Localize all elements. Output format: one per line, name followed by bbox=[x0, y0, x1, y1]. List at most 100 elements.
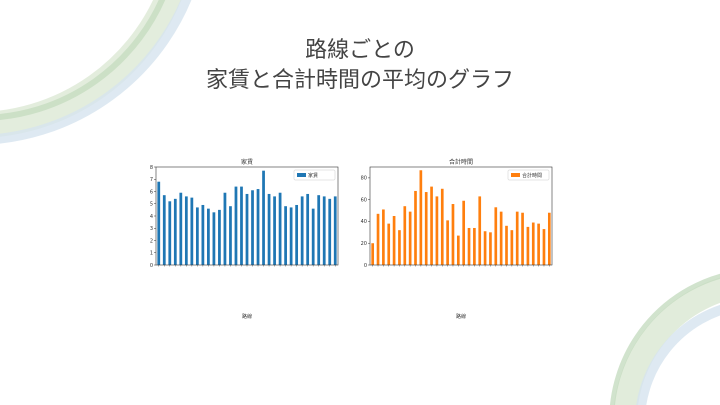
bar bbox=[333, 196, 337, 265]
legend-swatch bbox=[297, 173, 306, 177]
slide-title-line-2: 家賃と合計時間の平均のグラフ bbox=[205, 68, 514, 93]
bar bbox=[467, 227, 471, 265]
bar bbox=[234, 186, 238, 265]
bar bbox=[398, 230, 401, 265]
chart-title: 家賃 bbox=[241, 158, 253, 166]
slide-title-line-1: 路線ごとの bbox=[305, 38, 415, 63]
bar bbox=[403, 206, 407, 265]
bar bbox=[408, 211, 412, 265]
chart-title: 合計時間 bbox=[449, 158, 473, 166]
bar bbox=[387, 223, 391, 265]
y-tick-label: 2 bbox=[150, 238, 153, 244]
bar bbox=[218, 209, 221, 265]
bar bbox=[376, 213, 380, 265]
bar bbox=[521, 212, 524, 265]
bar bbox=[212, 212, 216, 265]
bar bbox=[515, 211, 519, 265]
bar bbox=[494, 207, 498, 265]
bar bbox=[278, 192, 282, 265]
legend: 合計時間 bbox=[507, 169, 550, 181]
bar bbox=[267, 193, 271, 265]
bar bbox=[489, 232, 492, 265]
bar bbox=[478, 196, 482, 265]
bar bbox=[505, 225, 508, 265]
y-tick-label: 6 bbox=[150, 189, 153, 195]
bar bbox=[262, 170, 265, 265]
bar bbox=[229, 206, 232, 265]
y-tick-label: 80 bbox=[361, 176, 367, 182]
y-tick-label: 40 bbox=[361, 219, 367, 225]
bar bbox=[382, 209, 385, 265]
bar bbox=[328, 198, 332, 265]
bar bbox=[245, 193, 249, 265]
x-axis-label: 路線 bbox=[456, 313, 466, 320]
legend-swatch bbox=[511, 173, 520, 177]
bar bbox=[300, 196, 304, 265]
legend-label: 家賃 bbox=[308, 172, 318, 179]
bar bbox=[162, 195, 166, 265]
bar bbox=[273, 196, 276, 265]
bar bbox=[440, 188, 444, 265]
bar bbox=[179, 192, 183, 265]
bar bbox=[201, 204, 205, 265]
bar bbox=[207, 208, 210, 265]
bar bbox=[157, 181, 161, 265]
y-tick-label: 0 bbox=[150, 263, 153, 269]
slide-title: 路線ごとの 家賃と合計時間の平均のグラフ bbox=[0, 36, 720, 96]
plot-frame bbox=[369, 166, 553, 266]
bar bbox=[483, 231, 487, 265]
bar bbox=[289, 207, 293, 265]
legend-box bbox=[507, 169, 550, 181]
bar bbox=[526, 226, 530, 265]
bar bbox=[531, 222, 535, 265]
plot-frame bbox=[155, 166, 339, 266]
legend-label: 合計時間 bbox=[522, 172, 542, 179]
bar bbox=[223, 192, 227, 265]
bar bbox=[430, 186, 433, 265]
x-axis-label: 路線 bbox=[242, 313, 252, 320]
bar bbox=[284, 206, 287, 265]
y-tick-label: 3 bbox=[150, 226, 153, 232]
bar bbox=[446, 220, 449, 265]
y-tick-label: 1 bbox=[150, 251, 153, 257]
bar bbox=[190, 197, 194, 265]
bar bbox=[473, 227, 476, 265]
legend-box bbox=[293, 169, 336, 181]
bar bbox=[424, 192, 428, 265]
bar bbox=[184, 196, 188, 265]
bar bbox=[499, 211, 503, 265]
y-tick-label: 8 bbox=[150, 165, 153, 171]
bar bbox=[311, 208, 315, 265]
bar bbox=[456, 235, 460, 265]
bar bbox=[251, 190, 254, 265]
bar bbox=[295, 204, 299, 265]
bar bbox=[510, 230, 514, 265]
bar bbox=[462, 200, 466, 265]
y-tick-label: 5 bbox=[150, 202, 153, 208]
bar bbox=[322, 196, 326, 265]
y-tick-label: 0 bbox=[364, 263, 367, 269]
bar bbox=[195, 207, 199, 265]
y-tick-label: 4 bbox=[150, 214, 153, 220]
bar bbox=[414, 190, 417, 265]
legend: 家賃 bbox=[293, 169, 336, 181]
y-tick-label: 60 bbox=[361, 197, 367, 203]
y-tick-label: 20 bbox=[361, 241, 367, 247]
bar bbox=[168, 201, 172, 265]
bar bbox=[317, 195, 321, 265]
bar bbox=[451, 204, 455, 265]
bar bbox=[371, 243, 375, 265]
bar bbox=[173, 198, 177, 265]
bar bbox=[392, 216, 396, 265]
bar bbox=[306, 193, 310, 265]
bar bbox=[547, 212, 551, 265]
bar bbox=[419, 170, 423, 265]
y-tick-label: 7 bbox=[150, 177, 153, 183]
bar bbox=[435, 196, 439, 265]
bar bbox=[240, 186, 243, 265]
bar bbox=[256, 189, 260, 265]
bar bbox=[537, 223, 540, 265]
